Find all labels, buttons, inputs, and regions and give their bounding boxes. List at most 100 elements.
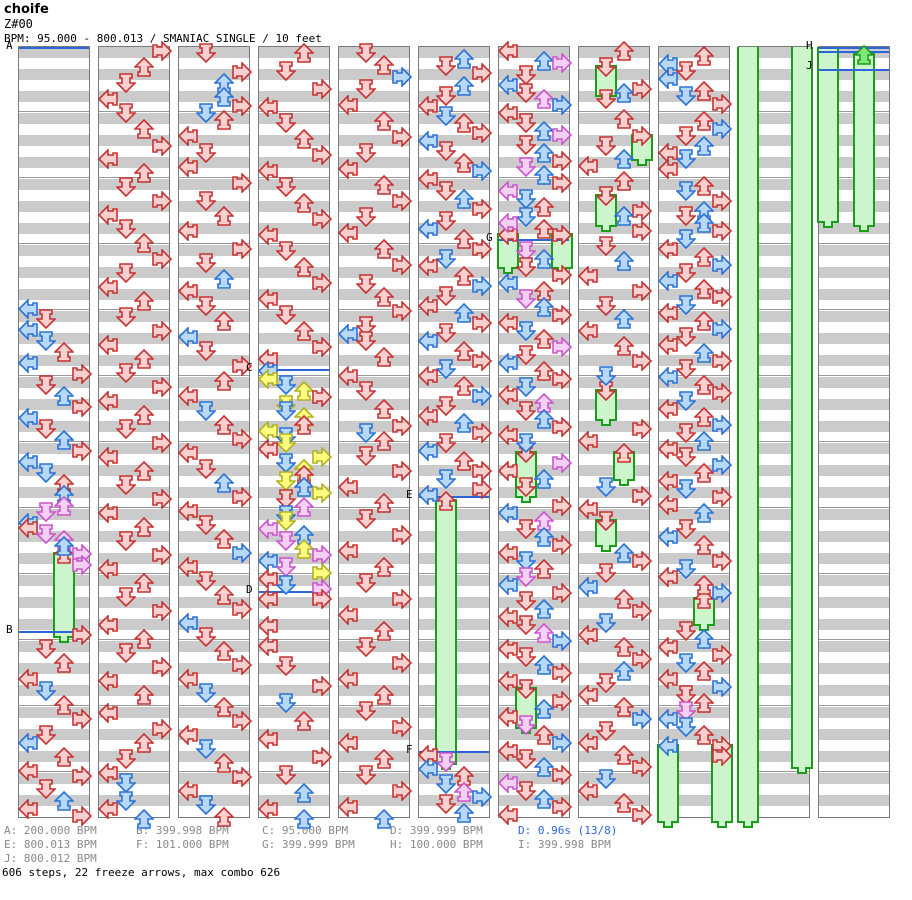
freeze-arrow-head	[552, 224, 573, 246]
note-arrow	[675, 519, 697, 540]
note-arrow	[312, 675, 333, 697]
note-arrow	[392, 780, 413, 802]
note-arrow	[275, 241, 297, 262]
freeze-arrow-head	[595, 511, 617, 532]
note-arrow	[35, 309, 57, 330]
note-arrow	[257, 550, 278, 572]
measure-line	[339, 639, 409, 640]
note-arrow	[337, 365, 358, 387]
note-arrow	[533, 248, 555, 269]
note-arrow	[257, 615, 278, 637]
bpm-entry: F: 101.000 BPM	[136, 838, 229, 851]
note-arrow	[355, 207, 377, 228]
note-arrow	[115, 587, 137, 608]
note-arrow	[152, 248, 173, 270]
note-arrow	[72, 554, 93, 576]
bpm-difficulty-info: BPM: 95.000 - 800.013 / SMANIAC SINGLE /…	[4, 32, 322, 45]
note-arrow	[257, 438, 278, 460]
bpm-marker-label: A	[6, 39, 13, 52]
note-arrow	[312, 562, 333, 584]
note-arrow	[355, 446, 377, 467]
note-arrow	[293, 256, 315, 277]
note-arrow	[497, 102, 518, 124]
note-arrow	[613, 542, 635, 563]
note-arrow	[355, 765, 377, 786]
note-arrow	[577, 155, 598, 177]
measure-line	[739, 507, 809, 508]
measure-line	[19, 441, 89, 442]
freeze-arrow-tail	[717, 821, 727, 828]
freeze-arrow-tail	[601, 225, 611, 232]
note-arrow	[675, 327, 697, 348]
note-arrow	[515, 377, 537, 398]
measure-line	[739, 111, 809, 112]
note-arrow	[712, 454, 733, 476]
measure-line	[499, 111, 569, 112]
note-arrow	[515, 433, 537, 454]
measure-line	[419, 177, 489, 178]
note-arrow	[693, 628, 715, 649]
measure-line	[179, 507, 249, 508]
note-arrow	[115, 419, 137, 440]
measure-line	[19, 639, 89, 640]
note-arrow	[53, 385, 75, 406]
note-arrow	[17, 732, 38, 754]
note-arrow	[17, 352, 38, 374]
note-arrow	[552, 764, 573, 786]
note-arrow	[417, 295, 438, 317]
note-arrow	[693, 135, 715, 156]
note-arrow	[213, 528, 235, 549]
note-arrow	[232, 710, 253, 732]
bpm-marker-line	[419, 751, 489, 753]
note-arrow	[35, 463, 57, 484]
note-arrow	[577, 576, 598, 598]
note-arrow	[533, 622, 555, 643]
note-arrow	[97, 502, 118, 524]
note-arrow	[693, 430, 715, 451]
note-arrow	[675, 717, 697, 738]
note-arrow	[355, 509, 377, 530]
note-arrow	[312, 588, 333, 610]
note-arrow	[373, 398, 395, 419]
note-arrow	[497, 180, 518, 202]
note-arrow	[552, 690, 573, 712]
note-arrow	[115, 103, 137, 124]
note-arrow	[515, 321, 537, 342]
note-arrow	[435, 141, 457, 162]
measure-line	[659, 111, 729, 112]
note-arrow	[417, 405, 438, 427]
note-arrow	[472, 422, 493, 444]
measure-line	[259, 771, 329, 772]
measure-line	[579, 243, 649, 244]
measure-line	[179, 177, 249, 178]
measure-line	[659, 771, 729, 772]
note-arrow	[275, 489, 297, 510]
measure-line	[419, 375, 489, 376]
measure-line	[419, 309, 489, 310]
note-arrow	[53, 694, 75, 715]
note-arrow	[177, 442, 198, 464]
note-arrow	[355, 316, 377, 337]
note-arrow	[373, 174, 395, 195]
note-arrow	[497, 772, 518, 794]
note-arrow	[115, 219, 137, 240]
note-arrow	[472, 160, 493, 182]
note-arrow	[552, 150, 573, 172]
note-arrow	[675, 423, 697, 444]
note-arrow	[97, 334, 118, 356]
freeze-arrow-tail	[823, 221, 833, 228]
note-arrow	[392, 716, 413, 738]
measure-line	[659, 243, 729, 244]
note-arrow	[53, 429, 75, 450]
measure-line	[739, 243, 809, 244]
note-arrow	[632, 648, 653, 670]
note-arrow	[17, 319, 38, 341]
note-arrow	[552, 264, 573, 286]
note-arrow	[453, 112, 475, 133]
note-arrow	[417, 330, 438, 352]
note-arrow	[337, 323, 358, 345]
note-arrow	[552, 416, 573, 438]
note-arrow	[533, 296, 555, 317]
note-arrow	[355, 381, 377, 402]
measure-line	[99, 573, 169, 574]
